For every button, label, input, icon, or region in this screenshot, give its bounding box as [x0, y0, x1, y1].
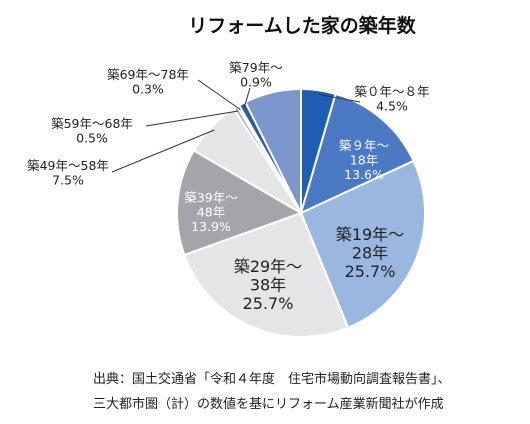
source-line-1: 出典：国土交通省「令和４年度 住宅市場動向調査報告書」、	[93, 372, 451, 387]
slice-value-7: 0.3%	[132, 81, 164, 96]
slice-name-2: 28年	[352, 243, 388, 262]
slice-name-1: 築９年～	[339, 138, 389, 153]
leader-line-5	[111, 129, 215, 173]
slice-label-8: 築79年～0.9%	[229, 60, 282, 89]
slice-name-8: 築79年～	[229, 60, 282, 75]
pie-slice-1	[299, 92, 415, 215]
leader-lines	[111, 79, 361, 173]
slice-value-2: 25.7%	[345, 262, 396, 281]
slice-name-1: 18年	[350, 152, 378, 167]
pie-slice-4	[176, 149, 304, 257]
slice-name-5: 築49年～58年	[27, 158, 109, 173]
source-note: 出典：国土交通省「令和４年度 住宅市場動向調査報告書」、 三大都市圏（計）の数値…	[93, 368, 523, 412]
slice-value-1: 13.6%	[344, 167, 384, 182]
pie-slice-3	[183, 211, 350, 338]
slice-name-6: 築59年～68年	[51, 116, 133, 131]
slice-name-0: 築０年～８年	[354, 84, 429, 99]
slice-name-3: 築29年～	[234, 257, 302, 276]
slice-labels: 築０年～８年4.5%築９年～18年13.6%築19年～28年25.7%築29年～…	[27, 60, 429, 313]
slice-name-4: 築39年～	[184, 190, 237, 205]
slice-value-0: 4.5%	[376, 98, 408, 113]
slice-value-6: 0.5%	[76, 130, 108, 145]
slice-label-0: 築０年～８年4.5%	[354, 84, 429, 113]
slice-name-3: 38年	[250, 275, 286, 294]
leader-line-6	[145, 110, 238, 127]
source-line-2: 三大都市圏（計）の数値を基にリフォーム産業新聞社が作成	[93, 397, 444, 412]
leader-line-7	[197, 79, 241, 110]
slice-value-8: 0.9%	[240, 74, 272, 89]
leader-line-8	[243, 87, 251, 108]
slice-name-2: 築19年～	[336, 225, 404, 244]
slice-value-5: 7.5%	[52, 172, 84, 187]
slice-name-4: 48年	[197, 204, 225, 219]
pie-slices	[176, 87, 426, 338]
chart-title: リフォームした家の築年数	[188, 14, 416, 37]
leader-line-0	[317, 93, 361, 103]
slice-value-3: 25.7%	[243, 294, 294, 313]
slice-name-7: 築69年～78年	[107, 67, 189, 82]
slice-value-4: 13.9%	[191, 219, 231, 234]
